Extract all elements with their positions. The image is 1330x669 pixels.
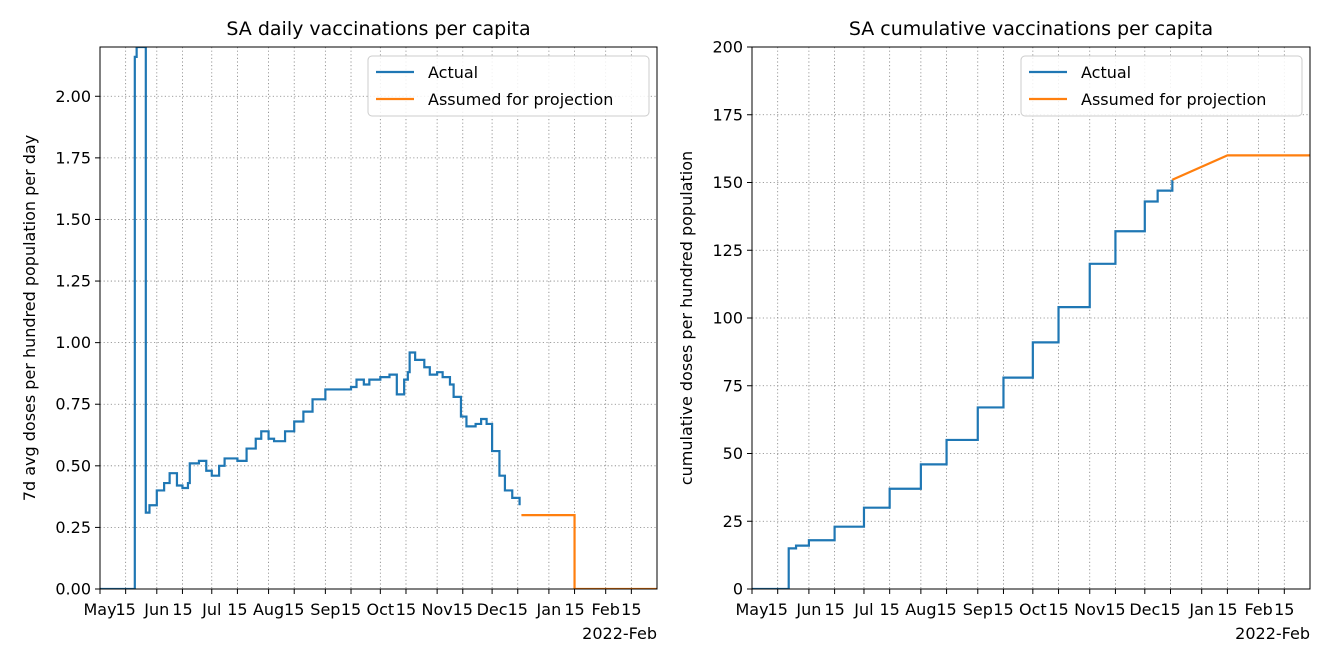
x-tick-label: Oct	[1019, 600, 1047, 619]
x-tick-label: Jul	[201, 600, 221, 619]
x-offset-label: 2022-Feb	[582, 624, 657, 643]
x-tick-label: 15	[115, 600, 135, 619]
x-tick-label: 15	[284, 600, 304, 619]
grid	[751, 46, 1310, 590]
x-tick-label: 15	[993, 600, 1013, 619]
x-tick-label: 15	[824, 600, 844, 619]
x-tick-label: Jun	[795, 600, 821, 619]
x-tick-label: 15	[936, 600, 956, 619]
x-tick-label: Nov	[422, 600, 453, 619]
y-tick-label: 1.00	[55, 333, 91, 352]
y-tick-label: 50	[723, 444, 743, 463]
x-tick-label: 15	[1105, 600, 1125, 619]
x-tick-label: Feb	[592, 600, 620, 619]
series-line-projection	[1171, 154, 1310, 181]
x-tick-label: 15	[1160, 600, 1180, 619]
legend-label-actual: Actual	[428, 63, 478, 82]
legend-label-projection: Assumed for projection	[1081, 90, 1266, 109]
legend: Actual Assumed for projection	[1020, 55, 1303, 117]
y-axis-label: 7d avg doses per hundred population per …	[20, 135, 39, 501]
legend-label-projection: Assumed for projection	[428, 90, 613, 109]
y-tick-label: 100	[712, 309, 743, 328]
x-tick-label: 15	[172, 600, 192, 619]
y-tick-label: 1.75	[55, 148, 91, 167]
series-line-actual	[752, 179, 1174, 589]
plot-area	[100, 47, 657, 589]
x-tick-label: Dec	[1129, 600, 1160, 619]
y-tick-label: 25	[723, 512, 743, 531]
x-tick-label: 15	[227, 600, 247, 619]
x-tick-label: Jan	[536, 600, 562, 619]
x-tick-label: 15	[621, 600, 641, 619]
x-tick-label: Dec	[477, 600, 508, 619]
x-tick-label: 15	[1217, 600, 1237, 619]
legend: Actual Assumed for projection	[367, 55, 650, 117]
x-tick-label: Nov	[1074, 600, 1105, 619]
axis-ticks: 0.000.250.500.751.001.251.501.752.00May1…	[55, 87, 641, 619]
y-tick-label: 0.00	[55, 580, 91, 599]
x-tick-label: Aug	[905, 600, 936, 619]
chart-title: SA cumulative vaccinations per capita	[849, 18, 1213, 40]
plot-area	[752, 154, 1310, 589]
cumulative-vaccinations-panel: SA cumulative vaccinations per capita 0 2…	[677, 18, 1311, 643]
y-tick-label: 150	[712, 173, 743, 192]
x-tick-label: 15	[564, 600, 584, 619]
x-tick-label: Oct	[366, 600, 394, 619]
y-tick-label: 75	[723, 376, 743, 395]
y-tick-label: 1.50	[55, 210, 91, 229]
y-tick-label: 0.25	[55, 518, 91, 537]
legend-box	[367, 55, 650, 117]
x-tick-label: Sep	[310, 600, 340, 619]
grid	[99, 47, 657, 590]
x-tick-label: May	[83, 600, 116, 619]
x-tick-label: May	[735, 600, 768, 619]
x-tick-label: 15	[508, 600, 528, 619]
x-tick-label: 15	[453, 600, 473, 619]
x-tick-label: 15	[396, 600, 416, 619]
x-tick-label: Feb	[1244, 600, 1272, 619]
y-tick-label: 0	[733, 580, 743, 599]
x-offset-label: 2022-Feb	[1235, 624, 1310, 643]
x-tick-label: 15	[341, 600, 361, 619]
y-axis-label: cumulative doses per hundred population	[677, 151, 696, 485]
y-tick-label: 1.25	[55, 272, 91, 291]
axes-frame	[99, 46, 658, 590]
series-line-actual	[100, 47, 521, 589]
legend-label-actual: Actual	[1081, 63, 1131, 82]
x-tick-label: 15	[1048, 600, 1068, 619]
x-tick-label: Sep	[963, 600, 993, 619]
y-tick-label: 200	[712, 38, 743, 57]
y-tick-label: 175	[712, 105, 743, 124]
x-tick-label: Jul	[853, 600, 873, 619]
y-tick-label: 125	[712, 241, 743, 260]
legend-box	[1020, 55, 1303, 117]
y-tick-label: 0.75	[55, 395, 91, 414]
y-tick-label: 0.50	[55, 456, 91, 475]
x-tick-label: 15	[879, 600, 899, 619]
x-tick-label: 15	[1274, 600, 1294, 619]
daily-vaccinations-panel: SA daily vaccinations per capita 0.00 0.2…	[20, 18, 658, 643]
x-tick-label: Jun	[143, 600, 169, 619]
chart-title: SA daily vaccinations per capita	[226, 18, 530, 40]
series-line-projection	[521, 513, 657, 589]
x-tick-label: 15	[768, 600, 788, 619]
y-tick-label: 2.00	[55, 87, 91, 106]
x-tick-label: Jan	[1188, 600, 1214, 619]
x-tick-label: Aug	[253, 600, 284, 619]
